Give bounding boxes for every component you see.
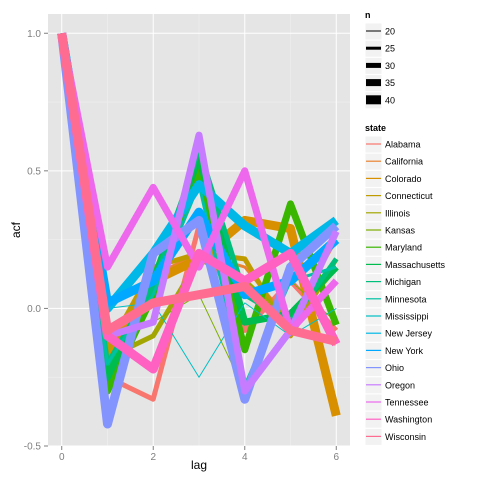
size-legend-label: 20 (385, 27, 395, 37)
color-legend-label: Washington (385, 415, 432, 425)
x-axis-ticks: 0 2 4 6 (59, 446, 339, 463)
size-legend-entries: 20 25 30 35 40 (364, 22, 395, 110)
color-legend-label: Alabama (385, 140, 421, 150)
size-legend-label: 25 (385, 44, 395, 54)
x-axis-title: lag (191, 458, 207, 472)
color-legend-label: Massachusetts (385, 260, 446, 270)
color-legend-label: Tennessee (385, 398, 429, 408)
y-tick-label: 0.0 (27, 304, 41, 315)
y-axis-ticks: 1.0 0.5 0.0 -0.5 (24, 29, 48, 453)
series-line-ohio (57, 32, 340, 429)
size-legend-label: 30 (385, 61, 395, 71)
color-legend-label: Illinois (385, 208, 411, 218)
size-legend-label: 35 (385, 78, 395, 88)
color-legend-label: Ohio (385, 363, 404, 373)
color-legend-label: California (385, 157, 423, 167)
color-legend-label: Maryland (385, 243, 422, 253)
y-axis-title: acf (9, 221, 23, 238)
x-tick-label: 0 (59, 452, 65, 463)
color-legend-label: Colorado (385, 174, 422, 184)
color-legend-label: Wisconsin (385, 432, 426, 442)
size-legend-label: 40 (385, 95, 395, 105)
series-line-wisconsin (57, 32, 338, 346)
series-line-washington (57, 32, 341, 374)
color-legend-title: state (365, 123, 386, 133)
color-legend-label: Minnesota (385, 294, 427, 304)
color-legend-label: Kansas (385, 226, 416, 236)
y-tick-label: 1.0 (27, 29, 41, 40)
legend: n 20 25 30 35 40 state Alabama California Colo… (364, 10, 446, 446)
color-legend-label: New Jersey (385, 329, 433, 339)
color-legend-entries: Alabama California Colorado Connecticut Illi… (364, 135, 446, 446)
y-tick-label: -0.5 (24, 442, 42, 453)
size-legend-title: n (365, 10, 371, 20)
x-tick-label: 4 (242, 452, 248, 463)
series-lines (57, 32, 341, 429)
color-legend-label: Michigan (385, 277, 421, 287)
x-tick-label: 6 (333, 452, 339, 463)
x-tick-label: 2 (150, 452, 156, 463)
color-legend-label: Connecticut (385, 191, 433, 201)
y-tick-label: 0.5 (27, 166, 41, 177)
color-legend-label: Mississippi (385, 312, 429, 322)
color-legend-label: Oregon (385, 380, 415, 390)
color-legend-label: New York (385, 346, 424, 356)
